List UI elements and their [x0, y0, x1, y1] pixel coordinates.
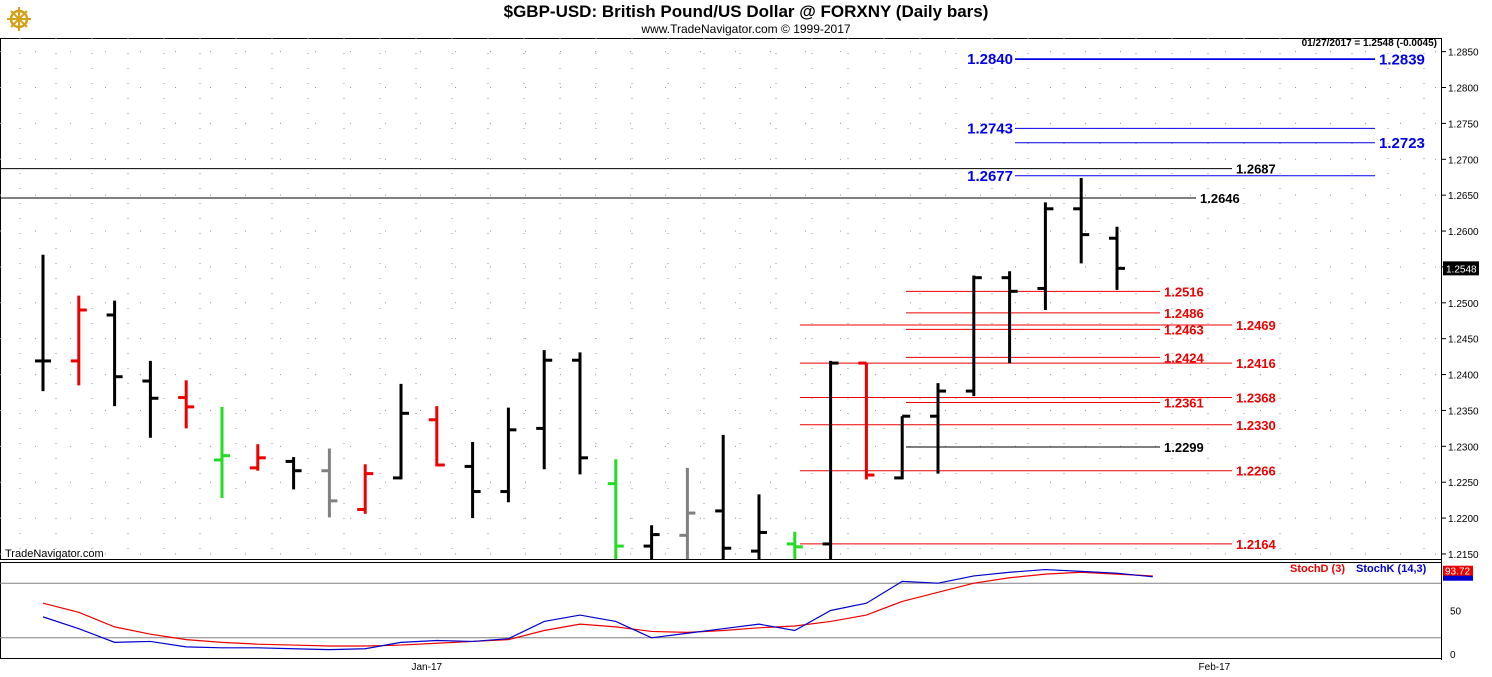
current-price-label: 1.2548	[1446, 264, 1477, 275]
level-label: 1.2299	[1164, 440, 1204, 455]
ohlc-bar	[643, 525, 660, 559]
ohlc-bar	[786, 531, 803, 559]
x-axis-label: Feb-17	[1199, 662, 1231, 673]
support-resistance-levels: 1.2840 1.2839 1.2743 1.2723 1.2677 1.2687 1.26…	[0, 51, 1425, 552]
ohlc-bar	[572, 352, 588, 475]
level-label: 1.2839	[1379, 52, 1425, 69]
ohlc-bar	[464, 442, 481, 519]
ohlc-bars	[35, 177, 1125, 559]
ohlc-bar	[1109, 226, 1125, 290]
price-tick-label: 1.2850	[1448, 48, 1479, 59]
ohlc-bar	[393, 383, 409, 480]
stochastic-panel-frame	[0, 562, 1442, 659]
price-tick-label: 1.2150	[1448, 550, 1479, 561]
stochd-line	[42, 571, 1153, 647]
level-label: 1.2646	[1200, 191, 1240, 206]
ohlc-bar	[536, 350, 553, 470]
last-bar-label: 01/27/2017 = 1.2548 (-0.0045)	[1302, 38, 1437, 49]
price-tick-label: 1.2200	[1448, 514, 1479, 525]
level-label: 1.2516	[1164, 284, 1204, 299]
stoch-axis-label-zero: 0	[1450, 650, 1456, 661]
price-tick-label: 1.2750	[1448, 119, 1479, 130]
ohlc-bar	[70, 295, 87, 386]
chart-header: $GBP-USD: British Pound/US Dollar @ FORX…	[0, 0, 1492, 38]
level-label: 1.2424	[1164, 350, 1205, 365]
ohlc-bar	[1001, 271, 1018, 364]
level-label: 1.2469	[1236, 318, 1276, 333]
level-label: 1.2368	[1236, 391, 1276, 406]
ohlc-bar	[357, 464, 374, 514]
ohlc-bar	[106, 300, 123, 407]
level-label: 1.2463	[1164, 322, 1204, 337]
price-tick-label: 1.2350	[1448, 406, 1479, 417]
copyright-text: www.TradeNavigator.com © 1999-2017	[641, 22, 851, 36]
stochk-line	[42, 568, 1153, 651]
ohlc-bar	[930, 383, 946, 474]
stochastic-panel: 50 0 93.72	[0, 565, 1473, 661]
ohlc-bar	[715, 434, 732, 559]
ohlc-bar	[249, 444, 266, 471]
watermark: TradeNavigator.com	[5, 548, 104, 560]
ohlc-bar	[1073, 177, 1090, 264]
ohlc-bar	[500, 407, 517, 503]
ohlc-bar	[142, 360, 159, 438]
ohlc-bar	[607, 459, 624, 559]
ohlc-bar	[965, 275, 982, 397]
ohlc-bar	[1037, 202, 1054, 310]
stoch-value-tag-k	[1443, 575, 1473, 581]
current-price-tag	[1443, 261, 1479, 276]
price-panel-frame	[0, 38, 1442, 560]
ohlc-bar	[35, 254, 51, 392]
ohlc-bar	[321, 448, 338, 518]
price-tick-label: 1.2250	[1448, 478, 1479, 489]
price-tick-label: 1.2400	[1448, 371, 1479, 382]
price-tick-label: 1.2800	[1448, 84, 1479, 95]
ohlc-bar	[822, 360, 839, 559]
level-label: 1.2677	[967, 168, 1013, 185]
price-grid	[0, 38, 1442, 659]
level-label: 1.2840	[967, 51, 1013, 68]
stochk-legend: StochK (14,3)	[1356, 563, 1427, 575]
price-tick-label: 1.2300	[1448, 442, 1479, 453]
price-tick-label: 1.2450	[1448, 335, 1479, 346]
price-tick-label: 1.2500	[1448, 299, 1479, 310]
ohlc-bar	[428, 406, 445, 467]
stoch-value-label: 93.72	[1445, 567, 1470, 578]
price-tick-label: 1.2600	[1448, 227, 1479, 238]
level-label: 1.2687	[1236, 162, 1276, 177]
price-axis: 1.2850 1.2800 1.2750 1.2700 1.2650 1.2600 1.25…	[412, 38, 1479, 673]
ship-wheel-logo-icon	[7, 7, 31, 31]
stoch-axis-label: 50	[1450, 607, 1462, 618]
ohlc-bar	[858, 361, 875, 480]
ohlc-bar	[679, 467, 696, 559]
level-label: 1.2330	[1236, 418, 1276, 433]
stochd-legend: StochD (3)	[1290, 563, 1345, 575]
ohlc-bar	[178, 380, 195, 429]
level-label: 1.2266	[1236, 464, 1276, 479]
level-label: 1.2486	[1164, 306, 1204, 321]
ohlc-bar	[214, 406, 230, 499]
x-axis-label: Jan-17	[412, 662, 443, 673]
level-label: 1.2164	[1236, 537, 1277, 552]
level-label: 1.2361	[1164, 396, 1204, 411]
ohlc-bar	[751, 494, 767, 559]
level-label: 1.2416	[1236, 356, 1276, 371]
price-tick-label: 1.2650	[1448, 191, 1479, 202]
level-label: 1.2723	[1379, 135, 1425, 152]
ohlc-bar	[285, 457, 302, 490]
ohlc-bar	[894, 414, 911, 480]
stoch-value-tag	[1443, 565, 1473, 577]
level-label: 1.2743	[967, 120, 1013, 137]
price-tick-label: 1.2700	[1448, 155, 1479, 166]
chart-title: $GBP-USD: British Pound/US Dollar @ FORX…	[503, 2, 989, 21]
